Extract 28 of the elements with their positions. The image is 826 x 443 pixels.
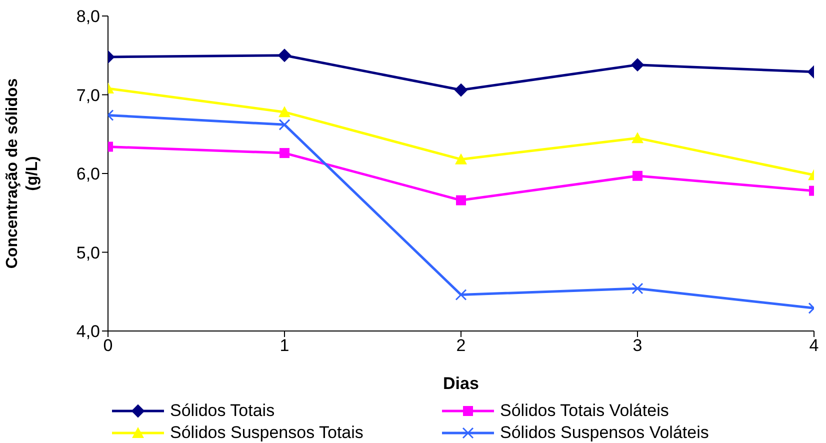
point [455,153,467,164]
x-tick-label: 0 [103,336,113,356]
y-tick-label: 4,0 [76,322,100,342]
x-tick-label: 3 [632,336,642,356]
point [632,282,644,294]
point [631,58,644,72]
y-axis-title: Concentração de sólidos (g/L) [4,78,41,269]
y-tick-label: 6,0 [76,164,100,184]
x-axis-title: Dias [443,374,479,393]
point [454,84,468,97]
point [280,148,290,158]
point [278,106,290,118]
legend-label: Sólidos Totais Voláteis [500,401,669,421]
point [455,289,467,301]
point [632,132,644,144]
legend-label: Sólidos Totais [170,401,275,421]
x-tick-label: 2 [456,336,466,356]
legend-label: Sólidos Suspensos Totais [170,423,364,443]
y-tick-label: 8,0 [76,7,100,26]
point [456,195,466,206]
y-tick-label: 5,0 [76,243,100,262]
legend-label: Sólidos Suspensos Voláteis [500,423,709,443]
y-tick-label: 7,0 [76,86,100,105]
point [278,48,291,62]
x-tick-label: 4 [809,336,819,356]
point [632,170,642,181]
x-tick-label: 1 [280,336,290,356]
point [278,118,290,130]
